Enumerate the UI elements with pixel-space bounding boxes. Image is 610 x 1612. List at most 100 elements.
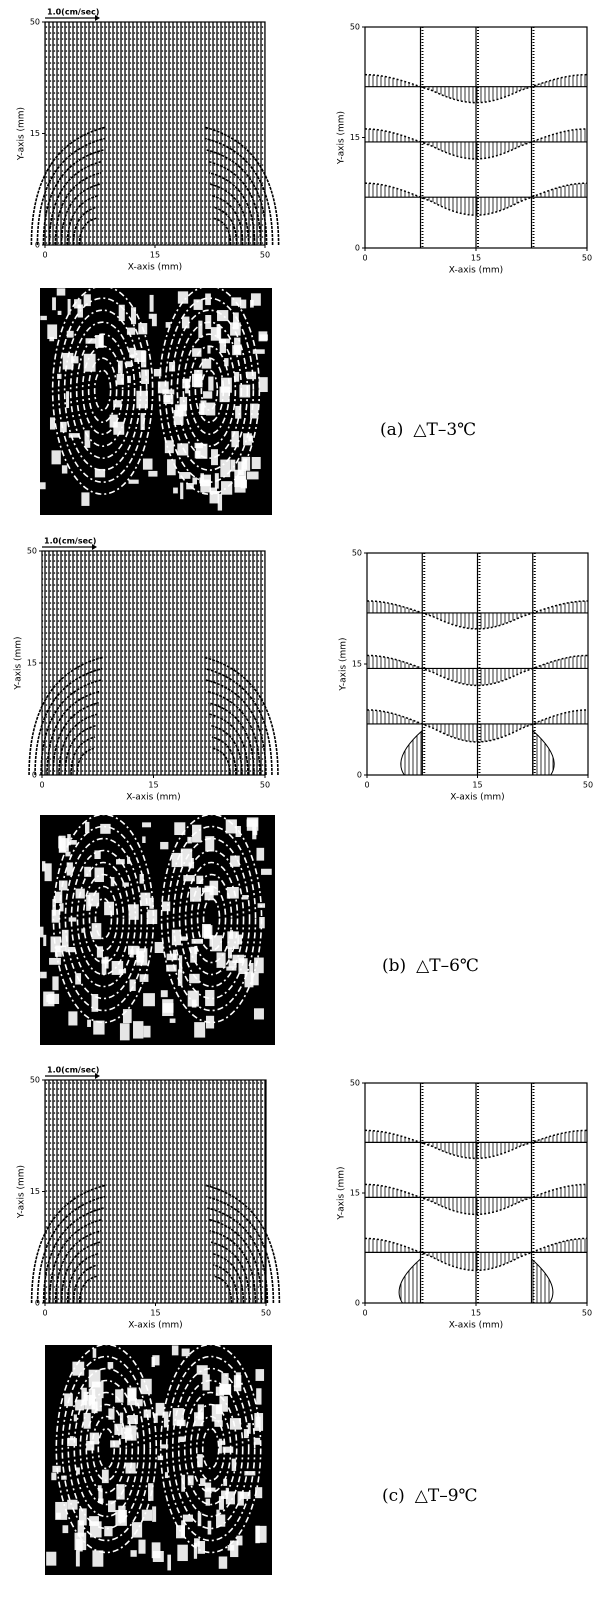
flow-speckle	[62, 465, 67, 473]
flow-speckle	[81, 492, 89, 506]
flow-speckle	[228, 948, 232, 959]
flow-speckle	[150, 295, 154, 312]
y-tick-label: 0	[357, 771, 362, 780]
flow-speckle	[57, 288, 66, 295]
flow-speckle	[120, 1023, 130, 1040]
flow-speckle	[206, 1488, 216, 1492]
flow-speckle	[133, 1021, 143, 1038]
x-tick-label: 0	[364, 781, 369, 790]
flow-speckle	[238, 958, 247, 974]
flow-speckle	[68, 1011, 77, 1025]
flow-speckle	[76, 1551, 80, 1566]
y-tick-label: 0	[32, 771, 37, 780]
flow-speckle	[142, 822, 151, 827]
flow-speckle	[221, 481, 232, 495]
x-tick-label: 0	[39, 781, 44, 790]
caption: (a)△T–3℃	[380, 420, 476, 440]
x-tick-label: 50	[260, 781, 270, 790]
bottom-profile	[532, 1259, 553, 1303]
flow-speckle	[69, 917, 77, 921]
flow-speckle	[177, 1545, 187, 1561]
y-tick-label: 50	[350, 1079, 360, 1088]
flow-speckle	[177, 443, 188, 455]
flow-speckle	[208, 377, 213, 391]
flow-speckle	[173, 488, 178, 494]
flow-speckle	[230, 460, 235, 472]
flow-speckle	[197, 1365, 208, 1374]
flow-speckle	[70, 1436, 74, 1440]
flow-speckle	[128, 946, 139, 955]
y-tick-label: 50	[30, 1076, 40, 1085]
flow-speckle	[105, 957, 109, 969]
scale-label: 1.0(cm/sec)	[44, 537, 96, 546]
flow-speckle	[51, 1473, 56, 1481]
caption-condition: △T–6℃	[416, 956, 479, 976]
flow-speckle	[66, 947, 76, 952]
flow-speckle	[143, 993, 155, 1006]
flow-speckle	[40, 927, 43, 938]
bottom-profile	[399, 1259, 420, 1303]
flow-speckle	[127, 1387, 136, 1405]
flow-speckle	[203, 391, 212, 398]
flow-speckle	[46, 1552, 56, 1566]
flow-speckle	[43, 935, 46, 946]
x-axis-label: X-axis (mm)	[128, 1321, 182, 1331]
flow-speckle	[74, 1414, 77, 1421]
flow-speckle	[202, 1374, 209, 1390]
y-tick-label: 15	[350, 1189, 360, 1198]
x-tick-label: 50	[582, 254, 592, 263]
flow-speckle	[127, 328, 135, 335]
flow-speckle	[206, 1499, 211, 1506]
flow-speckle	[192, 477, 197, 484]
flow-speckle	[220, 460, 230, 478]
flow-speckle	[142, 836, 145, 843]
flow-speckle	[219, 1556, 227, 1568]
flow-speckle	[183, 1515, 193, 1522]
flow-speckle	[152, 1357, 155, 1367]
flow-speckle	[206, 403, 215, 416]
flow-speckle	[172, 930, 181, 946]
y-axis-label: Y-axis (mm)	[337, 111, 347, 165]
y-axis-label: Y-axis (mm)	[337, 1166, 347, 1220]
flow-speckle	[52, 297, 56, 310]
flow-speckle	[112, 961, 123, 975]
x-axis-label: X-axis (mm)	[449, 266, 503, 276]
flow-speckle	[226, 819, 237, 833]
flow-speckle	[100, 824, 110, 834]
flow-speckle	[232, 345, 241, 355]
panel: 0155001550X-axis (mm)Y-axis (mm)1.0(cm/s…	[14, 537, 594, 1046]
flow-speckle	[179, 472, 190, 479]
vector-field	[45, 22, 265, 245]
flow-speckle	[180, 1436, 185, 1442]
flow-speckle	[131, 354, 134, 358]
flow-speckle	[49, 337, 54, 341]
x-tick-label: 50	[583, 781, 593, 790]
x-tick-label: 50	[582, 1309, 592, 1318]
flow-speckle	[255, 1369, 264, 1381]
y-axis-label: Y-axis (mm)	[14, 636, 24, 690]
x-tick-label: 0	[362, 1309, 367, 1318]
y-tick-label: 50	[352, 549, 362, 558]
y-tick-label: 15	[30, 129, 40, 138]
flow-speckle	[84, 354, 96, 372]
flow-speckle	[147, 910, 157, 924]
flow-speckle	[153, 1551, 164, 1562]
flow-speckle	[40, 972, 47, 979]
flow-speckle	[47, 324, 57, 339]
flow-speckle	[40, 482, 46, 489]
x-tick-label: 15	[471, 254, 481, 263]
x-tick-label: 0	[42, 251, 47, 260]
flow-speckle	[65, 852, 70, 857]
flow-speckle	[226, 966, 236, 970]
flow-speckle	[85, 822, 89, 833]
flow-speckle	[247, 372, 256, 380]
caption: (c) △T–9℃	[382, 1486, 478, 1506]
y-tick-label: 15	[350, 133, 360, 142]
caption-condition: △T–9℃	[415, 1486, 478, 1506]
flow-speckle	[194, 1022, 205, 1037]
x-axis-label: X-axis (mm)	[126, 793, 180, 803]
flow-speckle	[130, 979, 136, 991]
flow-speckle	[152, 314, 157, 326]
caption-label: (c)	[382, 1486, 405, 1506]
x-axis-label: X-axis (mm)	[128, 263, 182, 273]
